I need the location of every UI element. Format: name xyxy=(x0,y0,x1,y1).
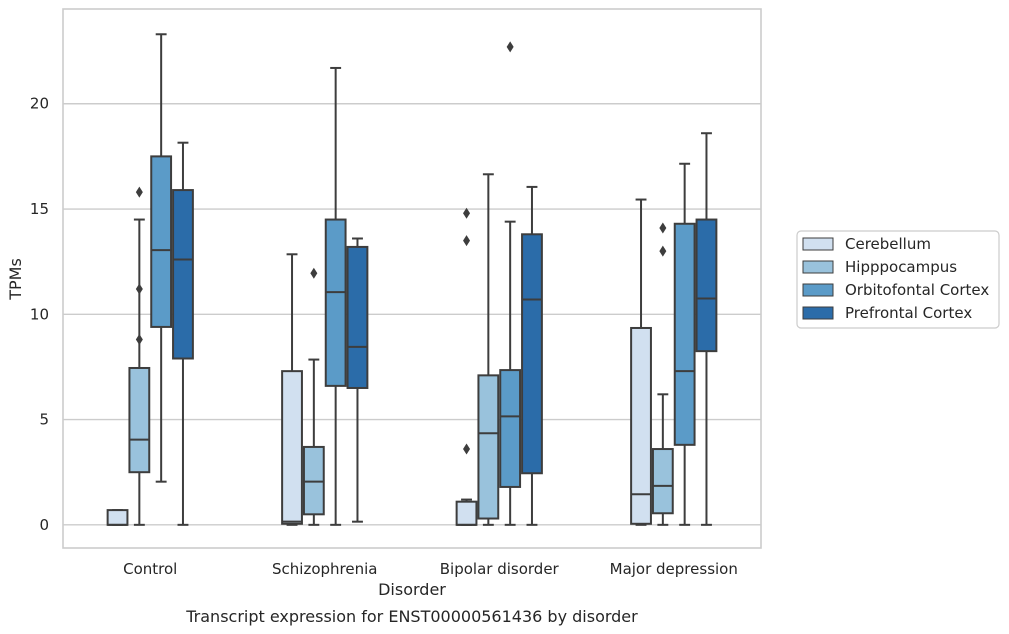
x-tick-label: Schizophrenia xyxy=(272,560,377,578)
box xyxy=(499,369,522,488)
box xyxy=(172,189,194,360)
box-group xyxy=(172,141,194,526)
box-group xyxy=(302,267,325,526)
legend-swatch xyxy=(802,260,834,274)
box xyxy=(651,448,674,515)
outlier-point xyxy=(135,334,143,346)
x-tick-label: Bipolar disorder xyxy=(440,560,560,578)
box-group xyxy=(630,198,652,526)
outlier-point xyxy=(659,222,667,234)
box-group xyxy=(150,33,173,483)
box-group xyxy=(499,41,522,526)
legend-swatch xyxy=(802,306,834,320)
box-marks xyxy=(106,33,718,526)
x-tick-label: Control xyxy=(123,560,177,578)
outlier-point xyxy=(506,41,514,53)
box-group xyxy=(521,185,543,526)
box-group xyxy=(281,253,303,526)
chart-caption: Transcript expression for ENST0000056143… xyxy=(185,607,638,626)
y-tick-label: 10 xyxy=(30,305,49,323)
legend-label: Cerebellum xyxy=(845,235,931,253)
box-group xyxy=(695,132,718,526)
box xyxy=(673,222,696,446)
x-axis-label: Disorder xyxy=(378,580,446,599)
legend: Cerebellum Hipppocampus Orbitofontal Corte… xyxy=(796,230,1000,329)
y-tick-labels: 0 5 10 15 20 xyxy=(30,95,49,534)
outlier-point xyxy=(463,443,471,455)
outlier-point xyxy=(659,245,667,257)
outlier-point xyxy=(310,267,318,279)
box xyxy=(106,509,129,526)
y-tick-label: 20 xyxy=(30,95,49,113)
y-tick-label: 15 xyxy=(30,200,49,218)
outlier-point xyxy=(463,207,471,219)
box-group xyxy=(673,162,696,526)
box-group xyxy=(346,237,369,523)
box-group xyxy=(128,186,151,526)
box xyxy=(477,374,500,520)
box xyxy=(150,155,173,328)
box xyxy=(630,326,652,525)
y-axis-label: TPMs xyxy=(6,258,25,301)
box xyxy=(128,366,151,474)
legend-frame xyxy=(796,230,1000,329)
legend-swatch xyxy=(802,283,834,297)
box xyxy=(346,245,369,389)
box-group xyxy=(651,222,674,526)
y-tick-label: 0 xyxy=(39,516,49,534)
y-tick-label: 5 xyxy=(39,411,49,429)
box xyxy=(281,370,303,525)
box xyxy=(521,233,543,475)
box xyxy=(324,218,347,387)
box-group xyxy=(106,509,129,526)
legend-swatch xyxy=(802,237,834,251)
box-group xyxy=(324,66,347,526)
box xyxy=(695,218,718,353)
x-tick-labels: Control Schizophrenia Bipolar disorder Majo… xyxy=(123,560,738,578)
outlier-point xyxy=(135,283,143,295)
box xyxy=(302,445,325,516)
x-tick-label: Major depression xyxy=(610,560,738,578)
box xyxy=(455,500,478,526)
box-group xyxy=(455,207,478,526)
outlier-point xyxy=(463,235,471,247)
legend-label: Orbitofontal Cortex xyxy=(845,281,989,299)
box-group xyxy=(477,173,500,526)
plot-frame xyxy=(62,8,762,549)
legend-label: Hipppocampus xyxy=(845,258,957,276)
outlier-point xyxy=(135,186,143,198)
legend-label: Prefrontal Cortex xyxy=(845,304,972,322)
